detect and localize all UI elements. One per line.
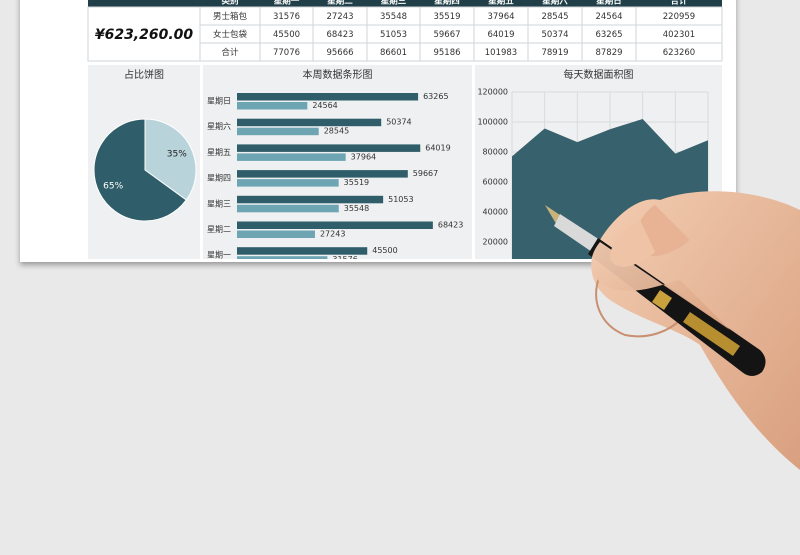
bar	[237, 247, 368, 255]
table-cell-text: 86601	[380, 48, 407, 58]
bar-value-label: 63265	[423, 92, 448, 101]
table-cell-text: 87829	[595, 48, 622, 58]
bar-value-label: 45500	[372, 246, 397, 255]
table-cell-text: 45500	[273, 30, 300, 40]
table-cell-text: 623260	[663, 48, 695, 58]
table-cell-text: 95666	[326, 48, 353, 58]
bar	[237, 170, 408, 178]
chart-title: 本周数据条形图	[303, 68, 373, 81]
header-cell: 星期四	[434, 0, 460, 7]
table-cell-text: 37964	[487, 12, 514, 22]
y-tick-label: 星期日	[207, 97, 231, 106]
bar-value-label: 50374	[386, 118, 411, 127]
bar-value-label: 37964	[351, 152, 376, 161]
bar	[237, 153, 346, 161]
table-cell-text: 男士箱包	[213, 11, 248, 22]
table-cell-text: 24564	[595, 12, 622, 22]
pie-label: 65%	[103, 182, 123, 192]
y-tick-label: 20000	[483, 238, 508, 247]
table-cell-text: 220959	[663, 12, 695, 22]
table-cell-text: 女士包袋	[213, 29, 248, 40]
y-tick-label: 60000	[483, 178, 508, 187]
y-tick-label: 星期五	[207, 148, 231, 157]
table-cell-text: 95186	[433, 48, 460, 58]
pie-label: 35%	[167, 149, 187, 159]
header-cell: 星期一	[274, 0, 300, 7]
header-cell: 类别	[221, 0, 238, 7]
table-header	[88, 0, 722, 7]
pie-slice	[144, 118, 197, 201]
hand-illustration	[545, 191, 800, 471]
header-cell: 星期六	[542, 0, 568, 7]
table-cell-text: 28545	[541, 12, 568, 22]
table-cell-text: 35519	[433, 12, 460, 22]
table-cell-text: 63265	[595, 30, 622, 40]
bar-value-label: 27243	[320, 230, 345, 239]
table-cell-text: 27243	[326, 12, 353, 22]
y-tick-label: 100000	[477, 118, 508, 127]
header-cell: 星期日	[596, 0, 622, 7]
table-cell-text: 31576	[273, 12, 300, 22]
total-amount: ¥623,260.00	[95, 27, 194, 43]
bar-value-label: 35548	[344, 204, 369, 213]
header-cell: 合计	[669, 0, 688, 7]
table-cell-text: 35548	[380, 12, 407, 22]
table-cell-text: 78919	[541, 48, 568, 58]
bar	[237, 256, 328, 259]
chart-title: 占比饼图	[124, 68, 164, 81]
bar	[237, 221, 433, 229]
y-tick-label: 星期六	[207, 121, 231, 131]
header-cell: 星期二	[327, 0, 353, 7]
pie-slice	[93, 118, 187, 222]
table-cell	[635, 42, 723, 62]
bar	[237, 179, 339, 187]
bar-value-label: 24564	[312, 101, 337, 110]
bar-value-label: 64019	[425, 143, 450, 152]
bar	[237, 127, 319, 136]
bar	[237, 118, 382, 127]
table-cell-text: 51053	[380, 30, 407, 40]
chart-title: 每天数据面积图	[564, 68, 634, 81]
table-cell-text: 101983	[485, 48, 517, 58]
table-cell-text: 68423	[326, 30, 353, 40]
bar	[237, 230, 315, 238]
bar	[237, 93, 419, 101]
bar-value-label: 31576	[332, 255, 357, 264]
table-cell-text: 64019	[487, 30, 514, 40]
table-cell-text: 合计	[221, 47, 239, 58]
table-cell-text: 77076	[273, 48, 300, 58]
bar	[237, 144, 421, 152]
table-cell-text: 50374	[541, 30, 568, 40]
y-tick-label: 星期二	[207, 225, 231, 234]
bar-value-label: 68423	[438, 221, 463, 230]
y-tick-label: 40000	[483, 208, 508, 217]
y-tick-label: 80000	[483, 148, 508, 157]
table-cell-text: 402301	[663, 30, 695, 40]
bar-value-label: 35519	[344, 178, 369, 187]
y-tick-label: 星期三	[207, 199, 231, 208]
bar	[237, 204, 339, 213]
bar-value-label: 51053	[388, 195, 413, 204]
y-tick-label: 星期一	[207, 251, 231, 260]
total-cell	[87, 6, 201, 62]
bar	[237, 102, 308, 110]
bar-value-label: 59667	[413, 169, 438, 178]
y-tick-label: 120000	[477, 88, 508, 97]
y-tick-label: 星期四	[207, 174, 231, 183]
bar	[237, 195, 384, 204]
table-cell-text: 59667	[433, 30, 460, 40]
header-cell: 星期三	[381, 0, 407, 7]
header-cell: 星期五	[488, 0, 514, 7]
bar-value-label: 28545	[324, 127, 349, 136]
